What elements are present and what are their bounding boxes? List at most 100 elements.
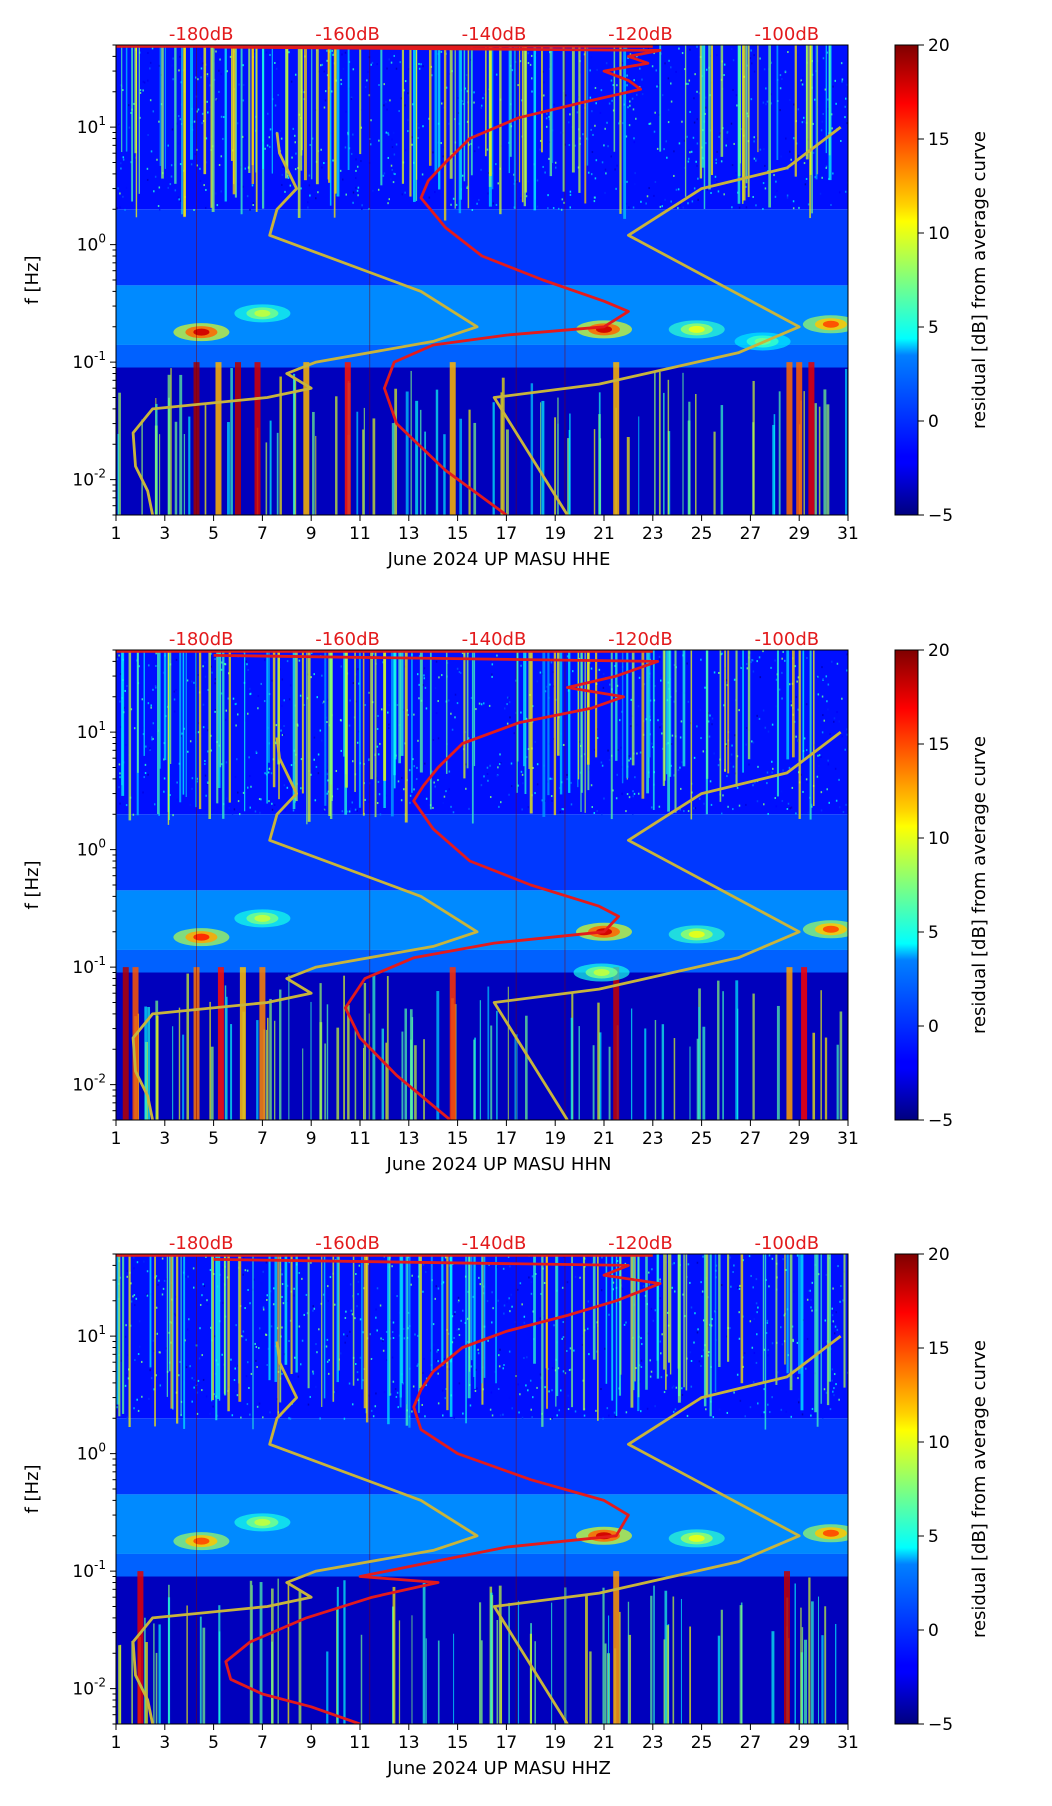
model-curve-line [131, 1341, 479, 1724]
x-tick-label: 23 [642, 1129, 664, 1149]
y-tick-label: 10-2 [72, 467, 106, 491]
x-tick-label: 9 [306, 1733, 317, 1753]
model-curve-line [492, 125, 842, 515]
noise-curve-line [213, 654, 660, 1120]
x-tick-label: 11 [349, 1733, 371, 1753]
noise-curve-line [213, 1258, 662, 1724]
model-curve-line [131, 737, 479, 1120]
colorbar-tick-label: 15 [928, 735, 950, 755]
colorbar: −5 0 5 10 15 20 residual [dB] from average cur… [894, 36, 990, 526]
x-tick-label: 13 [398, 1129, 420, 1149]
x-tick-label: 27 [740, 1733, 762, 1753]
x-tick-label: 19 [544, 1129, 566, 1149]
x-tick-label: 29 [788, 524, 810, 544]
x-tick-label: 7 [257, 1129, 268, 1149]
y-tick-label: 101 [77, 1323, 106, 1347]
colorbar-tick-label: 15 [928, 130, 950, 150]
x-tick-label: 7 [257, 1733, 268, 1753]
x-tick-label: 31 [837, 524, 859, 544]
x-axis-label: June 2024 UP MASU HHN [386, 1154, 612, 1175]
x-tick-label: 15 [447, 1129, 469, 1149]
colorbar-tick-label: 20 [928, 1245, 950, 1265]
y-tick-label: 10-1 [72, 1558, 106, 1582]
db-scale-label: -180dB [169, 1233, 234, 1254]
colorbar-label: residual [dB] from average curve [969, 131, 990, 429]
db-scale-label: -140dB [462, 629, 527, 650]
colorbar-tick-label: 5 [928, 318, 939, 338]
x-tick-label: 21 [593, 524, 615, 544]
x-tick-label: 5 [208, 1129, 219, 1149]
y-tick-label: 10-2 [72, 1072, 106, 1096]
db-scale-label: -120dB [608, 1233, 673, 1254]
x-tick-label: 21 [593, 1129, 615, 1149]
x-axis-label: June 2024 UP MASU HHZ [386, 1758, 611, 1779]
y-tick-label: 10-1 [72, 954, 106, 978]
x-tick-label: 23 [642, 524, 664, 544]
colorbar-tick-label: 5 [928, 923, 939, 943]
colorbar-tick-label: 10 [928, 829, 950, 849]
x-tick-label: 5 [208, 1733, 219, 1753]
y-tick-label: 10-1 [72, 349, 106, 373]
y-axis-label: f [Hz] [22, 860, 43, 909]
model-curve-line [131, 132, 479, 515]
heatmap-area [116, 45, 848, 515]
x-tick-label: 25 [691, 1733, 713, 1753]
x-tick-label: 19 [544, 1733, 566, 1753]
x-tick-label: 7 [257, 524, 268, 544]
colorbar-tick-label: 5 [928, 1527, 939, 1547]
db-scale-label: -180dB [169, 629, 234, 650]
x-tick-label: 17 [496, 524, 518, 544]
db-scale-label: -100dB [754, 629, 819, 650]
colorbar-tick-label: 0 [928, 1621, 939, 1641]
model-curve-line [492, 1334, 842, 1724]
x-axis-label: June 2024 UP MASU HHE [387, 549, 611, 570]
colorbar-tick-label: 15 [928, 1339, 950, 1359]
x-tick-label: 3 [159, 1733, 170, 1753]
x-tick-label: 3 [159, 524, 170, 544]
colorbar-tick-label: 0 [928, 412, 939, 432]
colorbar-tick-label: 10 [928, 224, 950, 244]
x-tick-label: 15 [447, 1733, 469, 1753]
db-scale-label: -100dB [754, 24, 819, 45]
noise-curve-line [213, 45, 662, 515]
x-tick-label: 9 [306, 524, 317, 544]
colorbar: −5 0 5 10 15 20 residual [dB] from average cur… [894, 1245, 990, 1735]
db-scale-label: -140dB [462, 24, 527, 45]
colorbar-tick-label: 10 [928, 1433, 950, 1453]
x-tick-label: 31 [837, 1733, 859, 1753]
x-tick-label: 11 [349, 1129, 371, 1149]
y-tick-label: 100 [77, 1441, 106, 1465]
db-scale-label: -120dB [608, 24, 673, 45]
y-tick-label: 101 [77, 719, 106, 743]
x-tick-label: 19 [544, 524, 566, 544]
colorbar-label: residual [dB] from average curve [969, 1340, 990, 1638]
x-tick-label: 5 [208, 524, 219, 544]
db-scale-label: -160dB [315, 24, 380, 45]
x-tick-label: 21 [593, 1733, 615, 1753]
x-tick-label: 3 [159, 1129, 170, 1149]
x-tick-label: 31 [837, 1129, 859, 1149]
x-tick-label: 1 [111, 1129, 122, 1149]
colorbar-tick-label: 20 [928, 36, 950, 56]
heatmap-area [116, 650, 848, 1120]
db-scale-label: -100dB [754, 1233, 819, 1254]
x-tick-label: 25 [691, 524, 713, 544]
x-tick-label: 1 [111, 1733, 122, 1753]
db-scale-label: -160dB [315, 1233, 380, 1254]
colorbar-tick-label: −5 [928, 1111, 953, 1131]
x-tick-label: 23 [642, 1733, 664, 1753]
x-tick-label: 27 [740, 1129, 762, 1149]
x-tick-label: 13 [398, 1733, 420, 1753]
y-tick-label: 101 [77, 114, 106, 138]
x-tick-label: 29 [788, 1129, 810, 1149]
model-curve-line [492, 730, 842, 1120]
y-tick-label: 100 [77, 232, 106, 256]
x-tick-label: 9 [306, 1129, 317, 1149]
x-tick-label: 13 [398, 524, 420, 544]
y-tick-label: 100 [77, 837, 106, 861]
colorbar-tick-label: 20 [928, 641, 950, 661]
y-axis-label: f [Hz] [22, 255, 43, 304]
